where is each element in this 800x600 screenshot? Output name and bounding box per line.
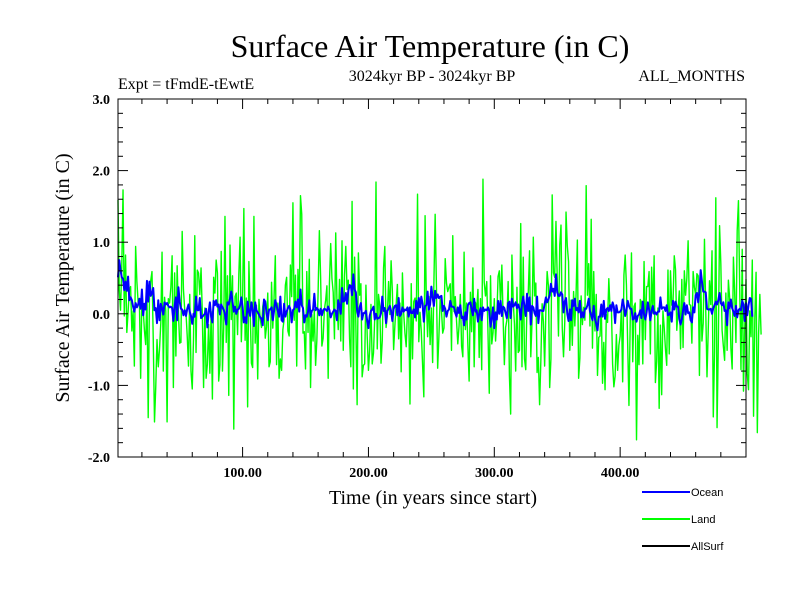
plot-frame (117, 98, 747, 458)
legend-label-ocean: Ocean (691, 487, 723, 499)
series-line-land (117, 178, 762, 441)
y-tick-label: -1.0 (88, 379, 110, 394)
x-axis-label: Time (in years since start) (329, 487, 537, 509)
x-tick-label: 200.00 (349, 466, 388, 481)
experiment-label: Expt = tFmdE-tEwtE (118, 76, 254, 93)
y-tick-label: 3.0 (93, 93, 111, 108)
x-tick-label: 400.00 (601, 466, 640, 481)
series-line-ocean (117, 259, 754, 332)
y-tick-label: -2.0 (88, 451, 110, 466)
y-tick-label: 1.0 (93, 236, 111, 251)
months-label: ALL_MONTHS (638, 68, 745, 85)
tick-layer: -2.0 -1.0 0.0 1.0 2.0 3.0 100.00 200.00 300.00 40… (88, 93, 746, 481)
legend: Ocean Land AllSurf (642, 487, 724, 553)
x-tick-label: 300.00 (475, 466, 514, 481)
legend-label-land: Land (691, 514, 715, 526)
x-tick-label: 100.00 (223, 466, 262, 481)
y-tick-label: 0.0 (93, 308, 111, 323)
period-label: 3024kyr BP - 3024kyr BP (349, 68, 516, 85)
y-axis-label: Surface Air Temperature (in C) (52, 153, 74, 402)
legend-label-allsurf: AllSurf (691, 541, 724, 553)
chart-title: Surface Air Temperature (in C) (231, 28, 630, 64)
series-layer (117, 178, 762, 441)
y-tick-label: 2.0 (93, 165, 111, 180)
